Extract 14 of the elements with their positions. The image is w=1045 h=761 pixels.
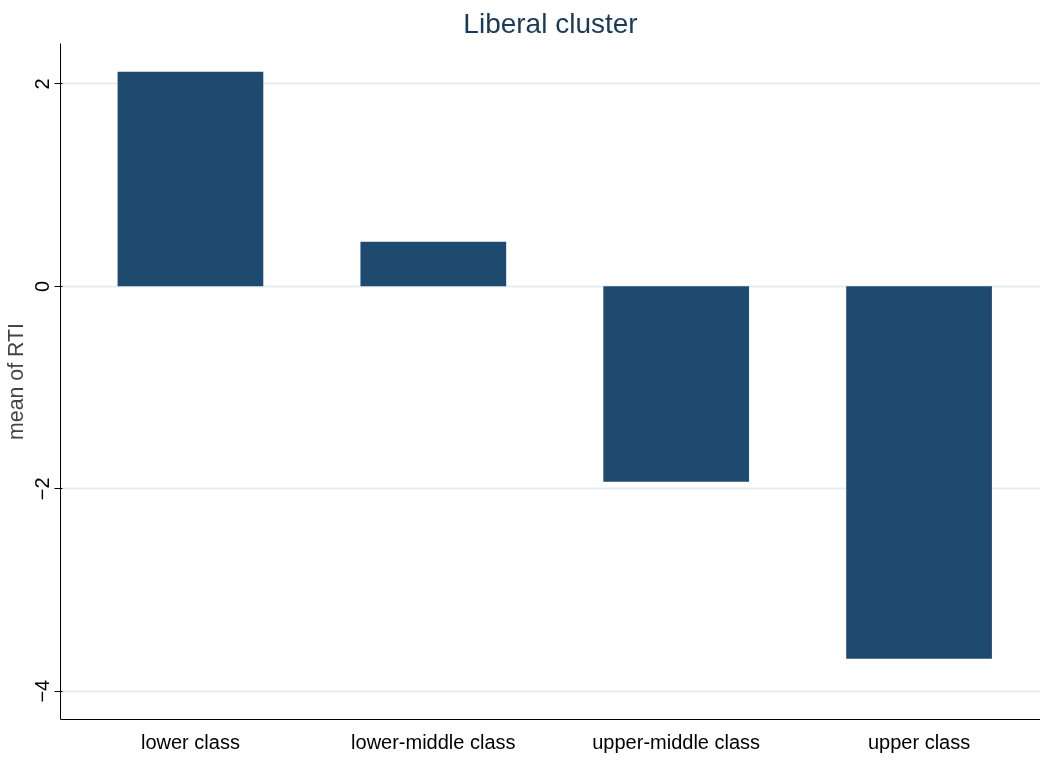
- x-tick-label: lower class: [140, 730, 240, 753]
- chart-title: Liberal cluster: [463, 7, 638, 39]
- bar: [603, 286, 750, 482]
- x-tick-label: lower-middle class: [351, 730, 516, 753]
- x-tick-label: upper class: [867, 730, 971, 753]
- x-tick-label: upper-middle class: [592, 730, 761, 753]
- y-tick-label: −4: [31, 679, 54, 703]
- y-tick-label: −2: [31, 477, 54, 501]
- bar: [117, 71, 264, 287]
- y-tick-label: 0: [31, 280, 54, 292]
- bar: [846, 286, 992, 659]
- y-axis-title: mean of RTI: [3, 323, 28, 440]
- bar: [360, 241, 507, 287]
- y-tick-label: 2: [31, 78, 54, 90]
